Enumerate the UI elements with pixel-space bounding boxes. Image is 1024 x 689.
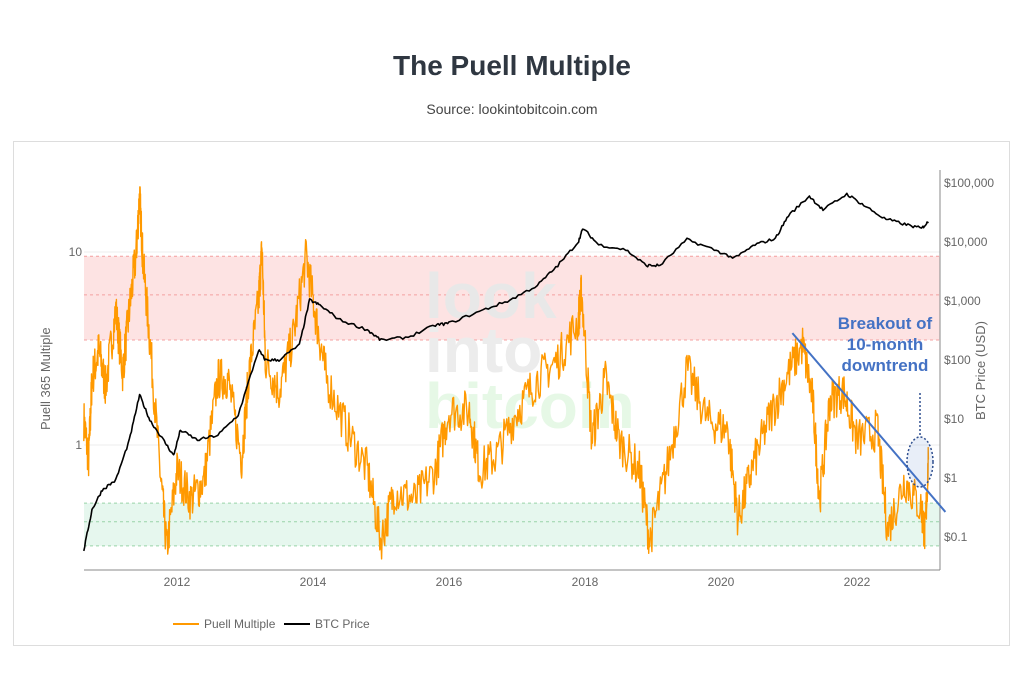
legend-item-puell[interactable]: Puell Multiple (173, 617, 276, 631)
y2-tick-label: $100,000 (944, 176, 994, 190)
x-tick-label: 2014 (300, 575, 327, 589)
series-line-btc-price (83, 192, 929, 552)
series-line-puell (83, 186, 930, 560)
y2-tick-label: $10 (944, 412, 964, 426)
y2-tick-label: $1 (944, 471, 958, 485)
grid (84, 251, 940, 446)
y-tick-label: 10 (69, 245, 83, 259)
annotation-text: Breakout of (838, 314, 933, 333)
legend-item-btc[interactable]: BTC Price (284, 617, 370, 631)
x-tick-label: 2016 (436, 575, 463, 589)
y2-tick-label: $100 (944, 353, 971, 367)
y2-tick-label: $10,000 (944, 235, 988, 249)
y2-tick-label: $0.1 (944, 530, 968, 544)
x-tick-label: 2012 (164, 575, 191, 589)
series (83, 186, 930, 560)
annotation: Breakout of 10-month downtrend (791, 314, 947, 513)
band-undervalued (84, 503, 940, 546)
x-tick-label: 2022 (844, 575, 871, 589)
y-axis-label: Puell 365 Multiple (38, 327, 53, 430)
bands (84, 255, 940, 547)
axes: 2012 2014 2016 2018 2020 2022 10 1 $100,000 $10,0… (69, 170, 994, 589)
chart-title: The Puell Multiple (392, 50, 631, 81)
legend-label-btc: BTC Price (315, 617, 370, 631)
x-tick-label: 2020 (708, 575, 735, 589)
chart-frame (13, 141, 1010, 646)
trendline (791, 332, 947, 513)
y2-axis-label: BTC Price (USD) (973, 321, 988, 420)
breakout-ellipse (906, 436, 934, 488)
annotation-text: downtrend (842, 356, 929, 375)
legend-label-puell: Puell Multiple (204, 617, 276, 631)
watermark-look: look (425, 260, 557, 332)
watermark-into: into (425, 314, 542, 386)
y2-tick-label: $1,000 (944, 294, 981, 308)
legend: Puell Multiple BTC Price (173, 617, 370, 631)
x-tick-label: 2018 (572, 575, 599, 589)
annotation-text: 10-month (847, 335, 924, 354)
y-tick-label: 1 (75, 438, 82, 452)
chart-subtitle: Source: lookintobitcoin.com (426, 101, 598, 117)
